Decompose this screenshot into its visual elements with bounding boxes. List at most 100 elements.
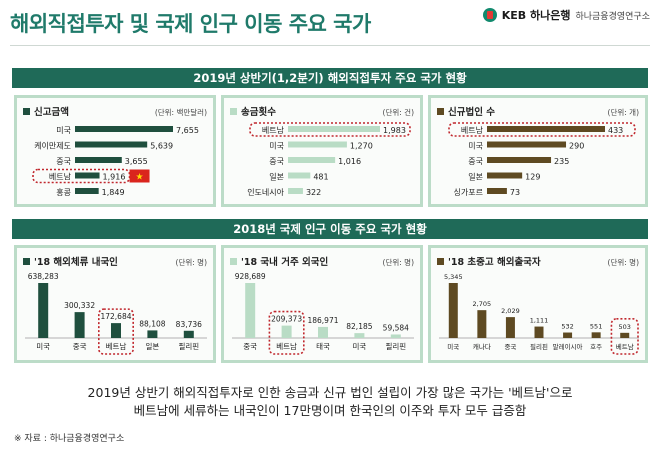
- legend-square-icon: [23, 257, 30, 265]
- value-label: 2,029: [501, 307, 520, 315]
- value-label: 1,983: [383, 126, 406, 135]
- panel-title: '18 초중고 해외출국자: [437, 254, 541, 268]
- bar: [534, 326, 544, 338]
- brand: KEB 하나은행 하나금융경영연구소: [482, 7, 650, 23]
- value-label: 1,916: [103, 173, 126, 182]
- category-label: 태국: [316, 342, 330, 351]
- chart-title: 송금횟수: [241, 107, 276, 118]
- chart-title: '18 국내 거주 외국인: [241, 257, 329, 268]
- category-label: 미국: [56, 126, 71, 135]
- value-label: 322: [306, 188, 321, 197]
- section2-title: 2018년 국제 인구 이동 주요 국가 현황: [12, 219, 648, 239]
- category-label: 중국: [504, 343, 516, 351]
- category-label: 일본: [145, 342, 159, 351]
- hbar-chart-svg: 미국 7,655 케이만제도 5,639 중국 3,655 베트남 1,916 ★ 홍콩 1,849: [32, 126, 199, 197]
- bar: [288, 188, 303, 194]
- value-label: 88,108: [139, 319, 165, 328]
- value-label: 82,185: [346, 322, 372, 331]
- value-label: 1,016: [338, 157, 361, 166]
- bank-logo-icon: [482, 8, 497, 22]
- value-label: 83,736: [176, 320, 202, 329]
- bar: [318, 326, 328, 338]
- vietnam-flag-icon: [129, 169, 150, 183]
- value-label: 638,283: [28, 272, 59, 281]
- panel-title: 신규법인 수: [437, 104, 495, 118]
- title-divider: [10, 45, 650, 46]
- flag-star-icon: ★: [135, 173, 143, 183]
- panel-title: 송금횟수: [230, 104, 276, 118]
- category-label: 싱가포르: [454, 187, 483, 197]
- source-note: ※ 자료 : 하나금융경영연구소: [14, 434, 125, 444]
- chart-title: '18 초중고 해외출국자: [448, 257, 541, 268]
- chart-panel-foreign-residents: '18 국내 거주 외국인 (단위: 명) 928,689 중국 209,373 베트…: [221, 245, 423, 363]
- chart-panel-students-abroad: '18 초중고 해외출국자 (단위: 명) 5,345 미국 2,705 캐나다 2,0…: [428, 245, 648, 363]
- value-label: 551: [590, 322, 602, 330]
- value-label: 532: [561, 323, 573, 331]
- bar: [38, 283, 49, 338]
- category-label: 캐나다: [473, 342, 491, 351]
- bar: [281, 325, 292, 338]
- category-label: 케이만제도: [34, 141, 71, 151]
- value-label: 172,684: [100, 312, 131, 321]
- panel-title: '18 국내 거주 외국인: [230, 254, 328, 268]
- category-label: 일본: [468, 173, 483, 182]
- chart-panel-remittance-count: 송금횟수 (단위: 건) 베트남 1,983 미국 1,270 중국 1,016 일본 481…: [221, 95, 423, 207]
- value-label: 1,111: [530, 317, 549, 325]
- category-label: 베트남: [616, 342, 634, 351]
- value-label: 7,655: [176, 126, 199, 135]
- summary-line-2: 베트남에 세류하는 내국인이 17만명이며 한국인의 이주와 투자 모두 급증함: [133, 403, 527, 418]
- highlight-box: [448, 122, 636, 137]
- value-label: 3,655: [125, 157, 148, 166]
- chart-panel-koreans-abroad: '18 해외체류 내국인 (단위: 명) 638,283 미국 300,332 중국 1…: [14, 245, 216, 363]
- bar: [487, 141, 567, 148]
- bar: [74, 312, 85, 338]
- unit-label: (단위: 명): [382, 258, 414, 267]
- bar: [75, 157, 122, 163]
- bar: [288, 126, 380, 132]
- legend-square-icon: [23, 107, 30, 115]
- value-label: 59,584: [383, 323, 409, 332]
- highlight-box: [268, 310, 305, 355]
- highlight-box: [98, 308, 135, 355]
- value-label: 73: [510, 188, 520, 197]
- section1-title: 2019년 상반기(1,2분기) 해외직접투자 주요 국가 현황: [12, 68, 648, 88]
- category-label: 중국: [56, 157, 71, 166]
- panel-title: '18 해외체류 내국인: [23, 254, 118, 268]
- chart-title: 신고금액: [34, 107, 69, 118]
- category-label: 중국: [243, 342, 257, 351]
- bar: [487, 126, 605, 132]
- category-label: 미국: [269, 142, 284, 151]
- category-label: 베트남: [461, 126, 484, 135]
- legend-square-icon: [230, 257, 237, 265]
- bar: [75, 172, 100, 179]
- unit-label: (단위: 명): [607, 258, 639, 267]
- value-label: 481: [313, 173, 328, 182]
- bar: [288, 157, 336, 163]
- value-label: 5,639: [150, 142, 173, 151]
- category-label: 말레이시아: [553, 342, 583, 351]
- page-title: 해외직접투자 및 국제 인구 이동 주요 국가: [10, 12, 371, 36]
- value-label: 1,270: [350, 142, 373, 151]
- category-label: 베트남: [262, 126, 285, 135]
- value-label: 5,345: [444, 273, 463, 281]
- bar: [448, 283, 458, 338]
- value-label: 235: [554, 157, 569, 166]
- category-label: 베트남: [276, 342, 297, 351]
- highlight-box: [610, 318, 639, 355]
- category-label: 베트남: [106, 342, 127, 351]
- category-label: 미국: [352, 342, 366, 351]
- bar: [147, 330, 158, 338]
- category-label: 중국: [73, 342, 87, 351]
- hbar-chart-svg: 베트남 1,983 미국 1,270 중국 1,016 일본 481 인도네시아 322: [247, 122, 411, 197]
- panel-title: 신고금액: [23, 104, 69, 118]
- value-label: 290: [569, 142, 584, 151]
- category-label: 베트남: [49, 173, 72, 182]
- highlight-box: [32, 168, 131, 184]
- vbar-chart-svg: 5,345 미국 2,705 캐나다 2,029 중국 1,111 필리핀 532 말레이시아 55…: [439, 273, 639, 355]
- bar: [487, 188, 507, 194]
- bar: [505, 317, 515, 338]
- chart-panel-new-corporations: 신규법인 수 (단위: 개) 베트남 433 미국 290 중국 235 일본 129 싱가포르…: [428, 95, 648, 207]
- bar: [75, 141, 148, 148]
- value-label: 503: [619, 323, 631, 331]
- value-label: 928,689: [235, 272, 266, 281]
